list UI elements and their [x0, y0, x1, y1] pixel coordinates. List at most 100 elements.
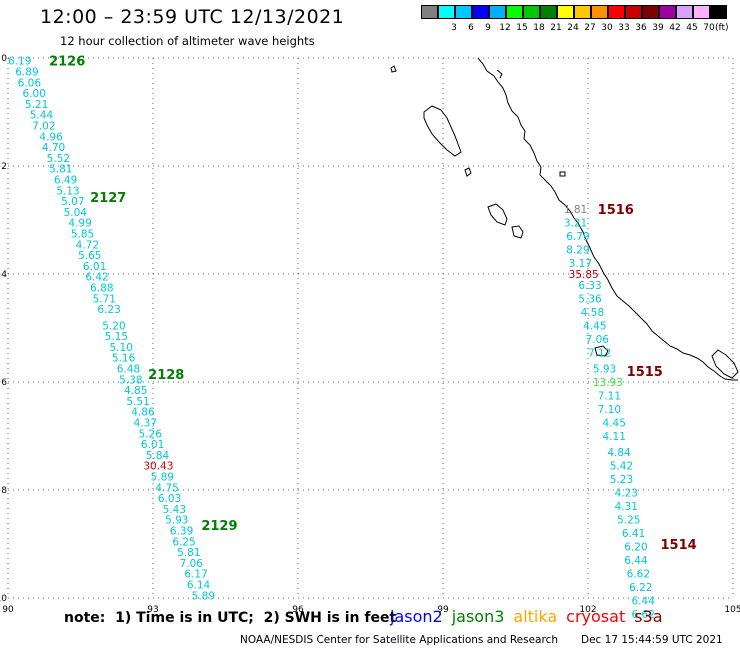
swh-value: 4.45: [603, 418, 626, 430]
color-swatch: [693, 5, 710, 19]
pass-number: 2128: [148, 368, 184, 383]
swh-value: 4.86: [131, 407, 155, 419]
color-scale-label: 15: [516, 23, 528, 33]
color-scale-label: 39: [652, 23, 664, 33]
swh-value: 5.23: [610, 474, 633, 486]
swh-value: 30.43: [143, 461, 173, 473]
swh-value: 6.23: [97, 304, 120, 316]
swh-value: 6.20: [624, 542, 647, 554]
x-tick-label: 93: [147, 605, 158, 615]
swh-value: 6.62: [627, 569, 650, 581]
legend-jason3: jason3: [451, 607, 505, 626]
swh-value: 4.75: [155, 482, 178, 494]
swh-value: 5.51: [126, 396, 149, 408]
swh-value: 4.58: [581, 307, 604, 319]
color-swatch: [540, 5, 557, 19]
swh-value: 3.17: [569, 258, 592, 270]
legend-cryosat: cryosat: [566, 607, 626, 626]
page-subtitle: 12 hour collection of altimeter wave hei…: [60, 34, 315, 48]
island-nias: [487, 203, 508, 226]
island-small-2: [559, 171, 566, 177]
legend-s3a: s3a: [634, 607, 663, 626]
swh-value: 5.43: [163, 504, 186, 516]
swh-value: 6.03: [158, 493, 181, 505]
generated-timestamp: Dec 17 15:44:59 UTC 2021: [581, 634, 723, 646]
swh-value: 6.79: [566, 231, 589, 243]
swh-value: 6.88: [90, 283, 113, 295]
color-swatch: [421, 5, 438, 19]
swh-value: 4.31: [615, 501, 638, 513]
swh-value: 4.37: [134, 418, 157, 430]
color-swatch: [455, 5, 472, 19]
y-tick-label: −4: [0, 270, 7, 280]
swh-value: 6.48: [117, 364, 140, 376]
swh-value: 5.20: [102, 320, 125, 332]
swh-value: 6.89: [15, 67, 38, 79]
island-enggano: [594, 345, 609, 357]
swh-value: 6.25: [172, 536, 195, 548]
color-swatch: [710, 5, 727, 19]
swh-value: 1.81: [564, 204, 587, 216]
swh-value: 7.11: [598, 391, 621, 403]
y-tick-label: −6: [0, 378, 7, 388]
y-tick-label: 0: [1, 54, 7, 64]
swh-value: 5.26: [139, 428, 163, 440]
legend-jason2: jason2: [390, 607, 443, 626]
swh-value: 5.89: [151, 472, 174, 484]
pass-number: 2129: [201, 519, 237, 534]
coastline: [390, 57, 739, 381]
x-tick-label: 102: [579, 605, 596, 615]
x-tick-label: 90: [2, 605, 14, 615]
units-note: note: 1) Time is in UTC; 2) SWH is in fe…: [64, 610, 397, 626]
swh-value: 5.38: [119, 374, 142, 386]
swh-value: 4.23: [615, 488, 638, 500]
color-scale-label: 33: [618, 23, 630, 33]
swh-value: 5.25: [617, 515, 640, 527]
swh-value: 3.21: [564, 218, 587, 230]
swh-value: 6.44: [632, 596, 656, 608]
color-scale-label: 36: [635, 23, 647, 33]
swh-value: 4.84: [607, 447, 631, 459]
swh-value: 7.10: [598, 404, 621, 416]
swh-value: 6.22: [629, 582, 652, 594]
swh-value: 6.14: [187, 580, 211, 592]
map-grid: [7, 57, 734, 599]
color-swatch: [591, 5, 608, 19]
swh-value: 7.06: [180, 558, 204, 570]
swh-value: 5.36: [578, 293, 602, 305]
track-layer: 6.196.896.066.005.215.447.024.964.705.52…: [8, 56, 655, 622]
y-tick-label: −2: [0, 162, 7, 172]
color-swatch: [489, 5, 506, 19]
swh-value: 6.17: [184, 569, 207, 581]
swh-value: 5.81: [49, 164, 72, 176]
swh-value: 5.15: [105, 331, 128, 343]
island-small-3: [390, 65, 397, 73]
axis-tick-labels: 90 93 96 99 102 105 0 −2 −4 −6 −8 −10: [0, 54, 740, 615]
swh-value: 6.41: [622, 528, 645, 540]
swh-value: 4.72: [76, 239, 99, 251]
x-tick-label: 96: [292, 605, 304, 615]
swh-value: 5.16: [112, 353, 136, 365]
color-scale-label: 18: [533, 23, 545, 33]
color-swatch: [523, 5, 540, 19]
swh-value: 5.89: [192, 590, 215, 602]
swh-value: 5.10: [110, 342, 133, 354]
swh-value: 5.07: [61, 196, 84, 208]
swh-value: 5.42: [610, 461, 633, 473]
swh-value: 5.52: [47, 153, 70, 165]
swh-value: 4.11: [603, 431, 626, 443]
swh-value: 4.70: [42, 142, 65, 154]
pass-number: 2127: [90, 191, 126, 206]
swh-value: 6.01: [83, 261, 106, 273]
swh-value: 13.93: [593, 377, 623, 389]
color-scale-label: 12: [499, 23, 511, 33]
swh-value: 5.93: [593, 364, 616, 376]
color-scale-label: 27: [584, 23, 596, 33]
swh-value: 5.71: [93, 293, 116, 305]
color-scale-label: 42: [669, 23, 681, 33]
color-scale-label: 30: [601, 23, 613, 33]
color-swatch: [557, 5, 574, 19]
island-siberut: [511, 225, 524, 239]
swh-value: 5.84: [146, 450, 170, 462]
